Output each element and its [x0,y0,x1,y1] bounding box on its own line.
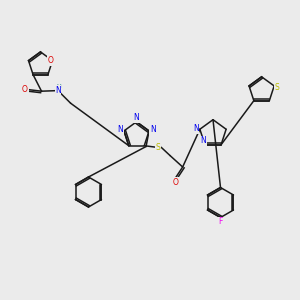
Text: N: N [193,124,199,133]
Text: N: N [200,136,206,145]
Text: O: O [48,56,54,65]
Text: H: H [56,85,61,89]
Text: N: N [150,125,156,134]
Text: N: N [117,125,123,134]
Text: N: N [55,86,61,95]
Text: S: S [275,83,280,92]
Text: F: F [218,218,223,226]
Text: N: N [134,113,140,122]
Text: O: O [22,85,28,94]
Text: O: O [172,178,178,187]
Text: S: S [156,143,161,152]
